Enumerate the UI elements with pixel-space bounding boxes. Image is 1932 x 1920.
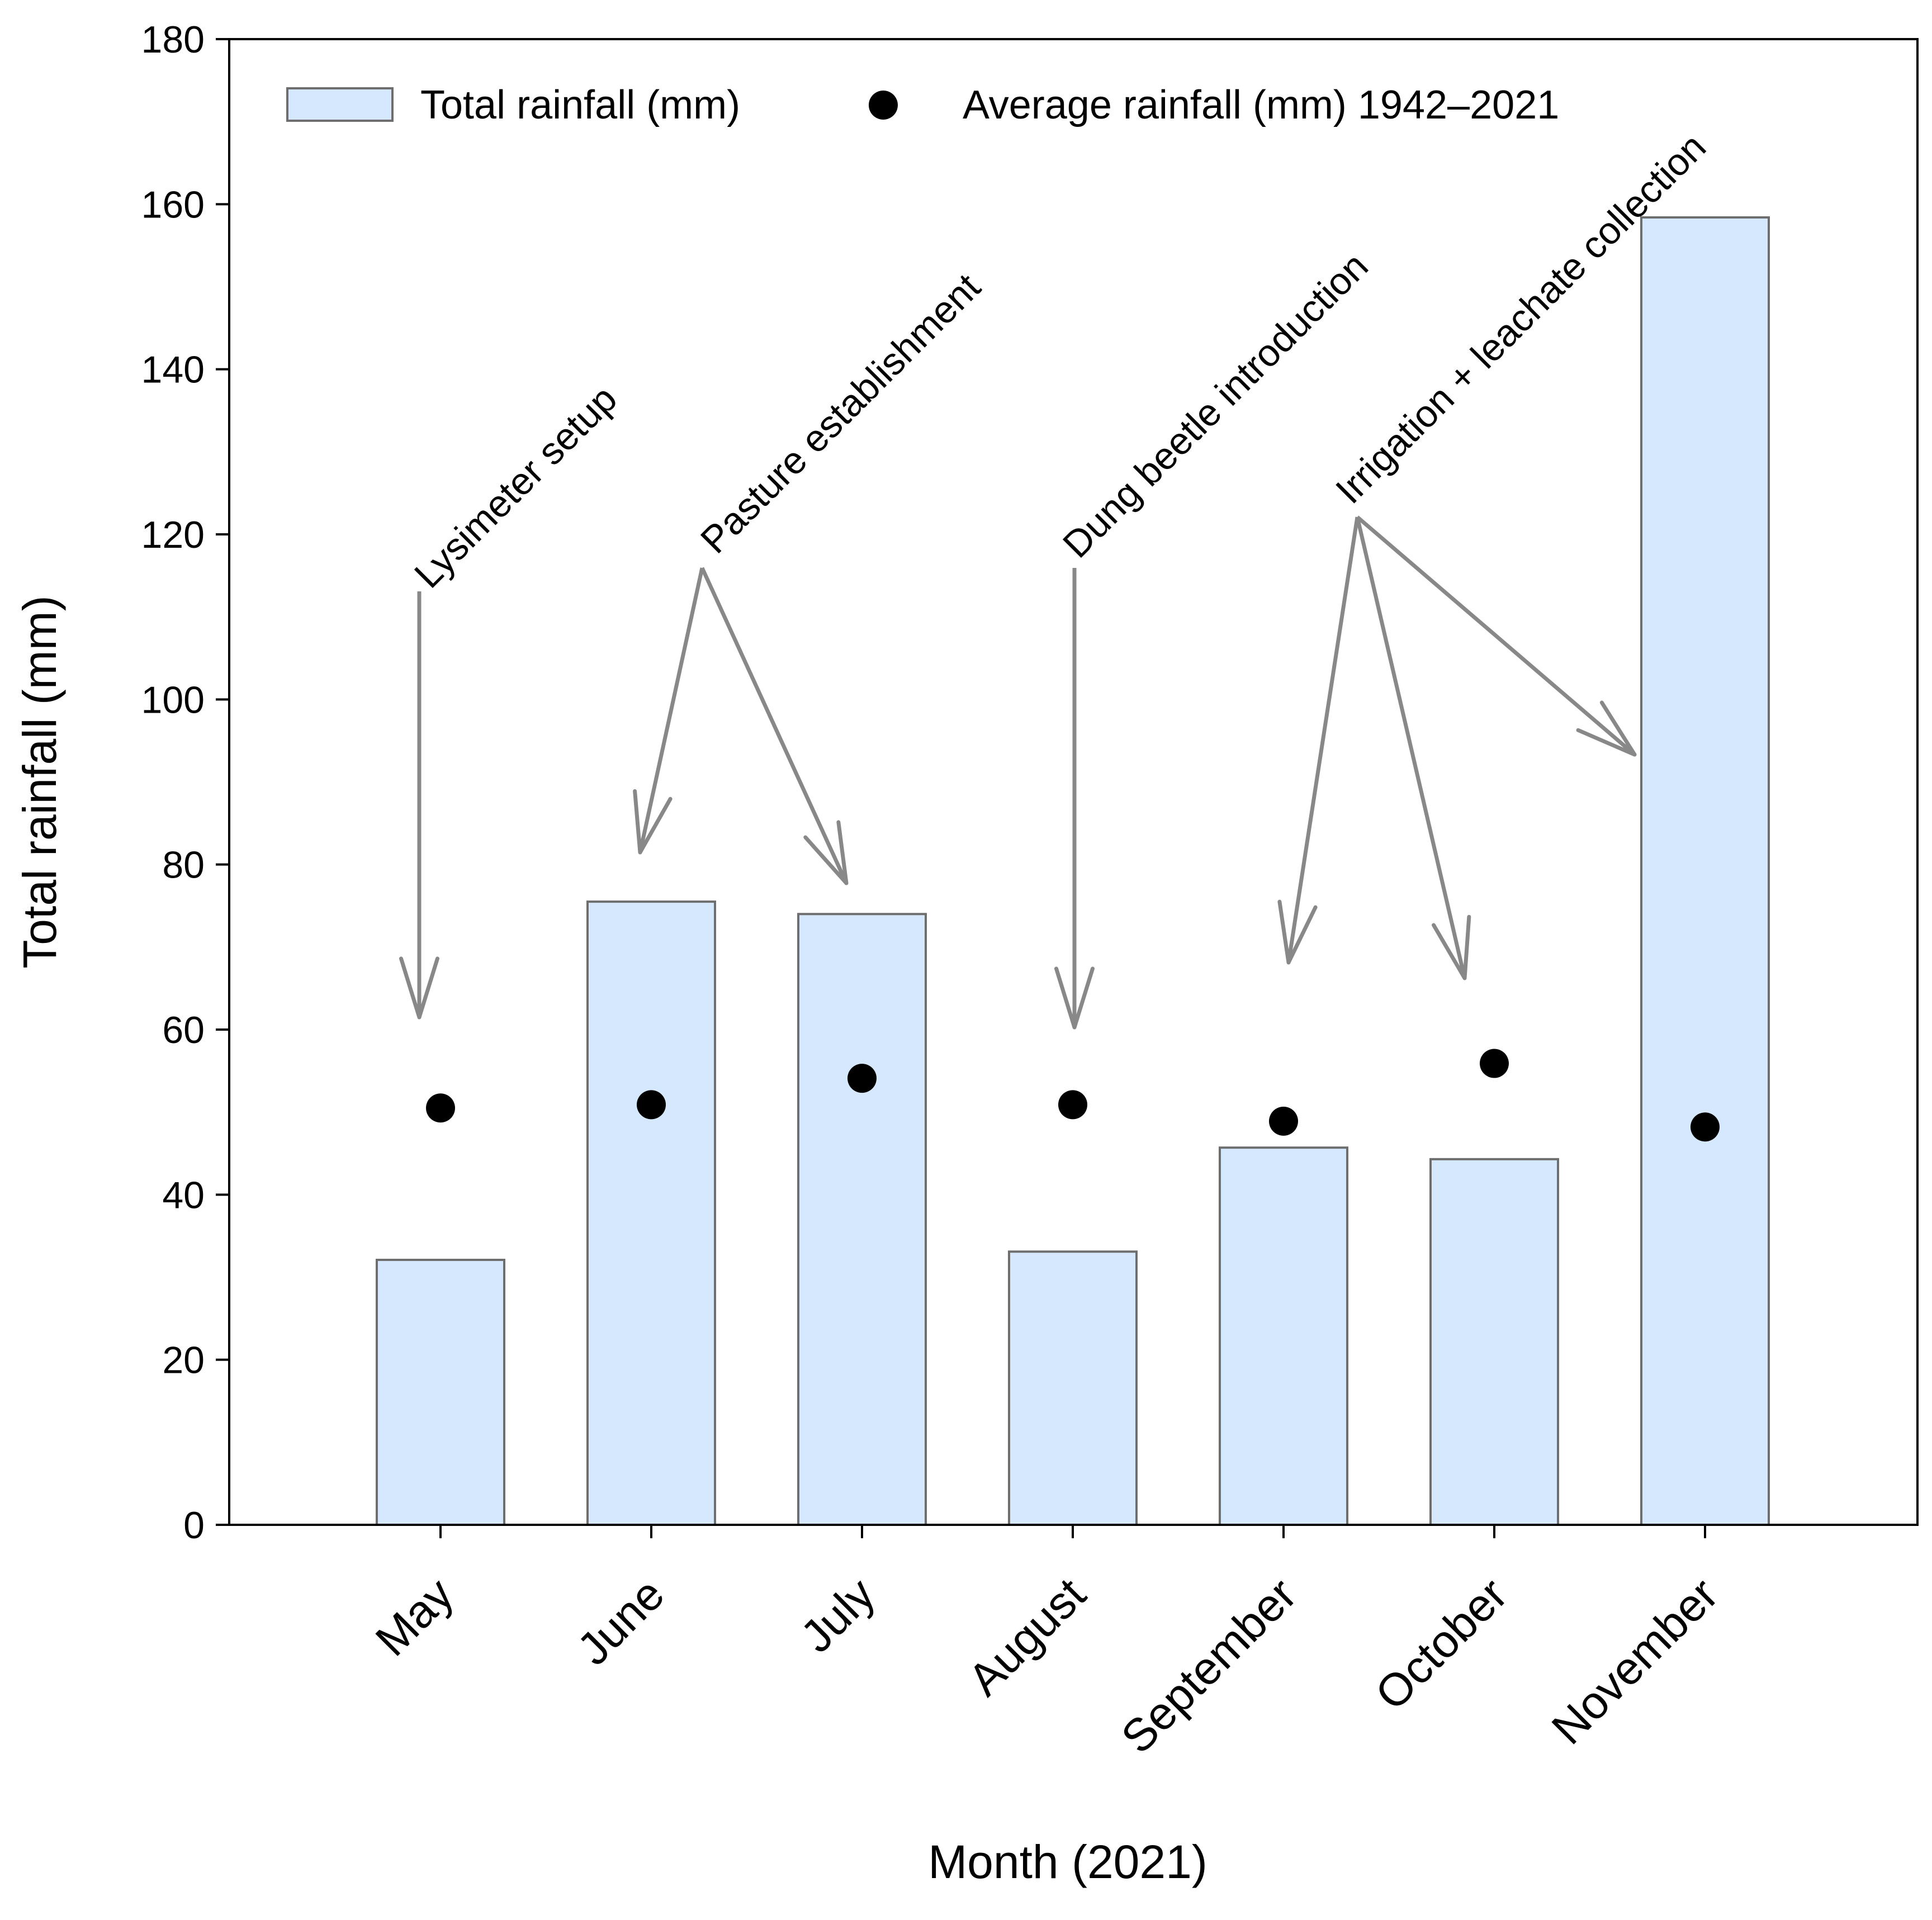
- bar-october: [1429, 1158, 1559, 1526]
- annotation-arrow-irrigation-leachate-collection-november: [1356, 515, 1637, 757]
- y-axis: 0 20 40 60 80 100 120 140 160 180: [141, 18, 229, 1547]
- legend-marker-average-rainfall: [869, 91, 898, 120]
- average-point-october: [1480, 1049, 1509, 1078]
- bar-july: [797, 913, 927, 1526]
- annotation-arrow-irrigation-leachate-collection-october: [1355, 516, 1471, 980]
- annotation-label-dung-beetle-introduction: Dung beetle introduction: [1055, 245, 1376, 566]
- x-tick-label-july: July: [791, 1568, 884, 1662]
- x-axis-title: Month (2021): [928, 1836, 1208, 1888]
- y-tick-label-180: 180: [141, 18, 205, 61]
- annotation-arrow-pasture-establishment-july: [700, 567, 849, 885]
- average-point-june: [637, 1090, 666, 1120]
- bar-may: [376, 1258, 505, 1526]
- y-tick-label-100: 100: [141, 679, 205, 721]
- legend-swatch-total-rainfall: [286, 87, 394, 122]
- legend-label-average-rainfall: Average rainfall (mm) 1942–2021: [963, 83, 1559, 127]
- x-tick-label-october: October: [1366, 1568, 1517, 1720]
- y-tick-label-0: 0: [183, 1504, 205, 1547]
- average-point-may: [426, 1093, 455, 1123]
- y-tick-label-140: 140: [141, 349, 205, 391]
- bars-layer: [376, 216, 1770, 1526]
- annotation-arrow-pasture-establishment-june: [633, 567, 704, 855]
- x-tick-label-november: November: [1542, 1568, 1728, 1754]
- x-tick-label-august: August: [959, 1568, 1096, 1705]
- y-axis-title: Total rainfall (mm): [13, 595, 66, 968]
- y-tick-label-80: 80: [162, 844, 205, 886]
- y-tick-label-120: 120: [141, 514, 205, 556]
- annotation-arrow-dung-beetle-introduction-august: [1054, 568, 1095, 1030]
- x-tick-label-september: September: [1112, 1568, 1306, 1763]
- annotation-arrows: [399, 515, 1637, 1030]
- average-point-september: [1269, 1106, 1298, 1136]
- bar-september: [1219, 1146, 1348, 1526]
- average-point-july: [847, 1064, 877, 1093]
- bar-june: [586, 900, 716, 1526]
- x-tick-label-june: June: [568, 1568, 674, 1675]
- x-axis: May June July August September October Novembe…: [366, 1525, 1728, 1763]
- average-points-layer: [426, 1049, 1720, 1142]
- annotation-arrow-irrigation-leachate-collection-september: [1277, 516, 1360, 965]
- x-tick-label-may: May: [366, 1568, 463, 1666]
- annotation-label-lysimeter-setup: Lysimeter setup: [406, 377, 625, 596]
- legend-label-total-rainfall: Total rainfall (mm): [420, 83, 740, 127]
- y-tick-label-60: 60: [162, 1009, 205, 1051]
- y-tick-label-20: 20: [162, 1339, 205, 1382]
- annotation-labels: Lysimeter setup Pasture establishment Dung…: [406, 125, 1714, 596]
- legend: Total rainfall (mm) Average rainfall (mm…: [286, 83, 1559, 127]
- bar-november: [1640, 216, 1770, 1526]
- average-point-august: [1058, 1090, 1087, 1120]
- y-tick-label-40: 40: [162, 1174, 205, 1216]
- average-point-november: [1690, 1112, 1720, 1142]
- annotation-label-pasture-establishment: Pasture establishment: [693, 266, 989, 562]
- y-tick-label-160: 160: [141, 183, 205, 226]
- annotation-arrow-lysimeter-setup-may: [399, 591, 440, 1020]
- bar-august: [1008, 1250, 1138, 1526]
